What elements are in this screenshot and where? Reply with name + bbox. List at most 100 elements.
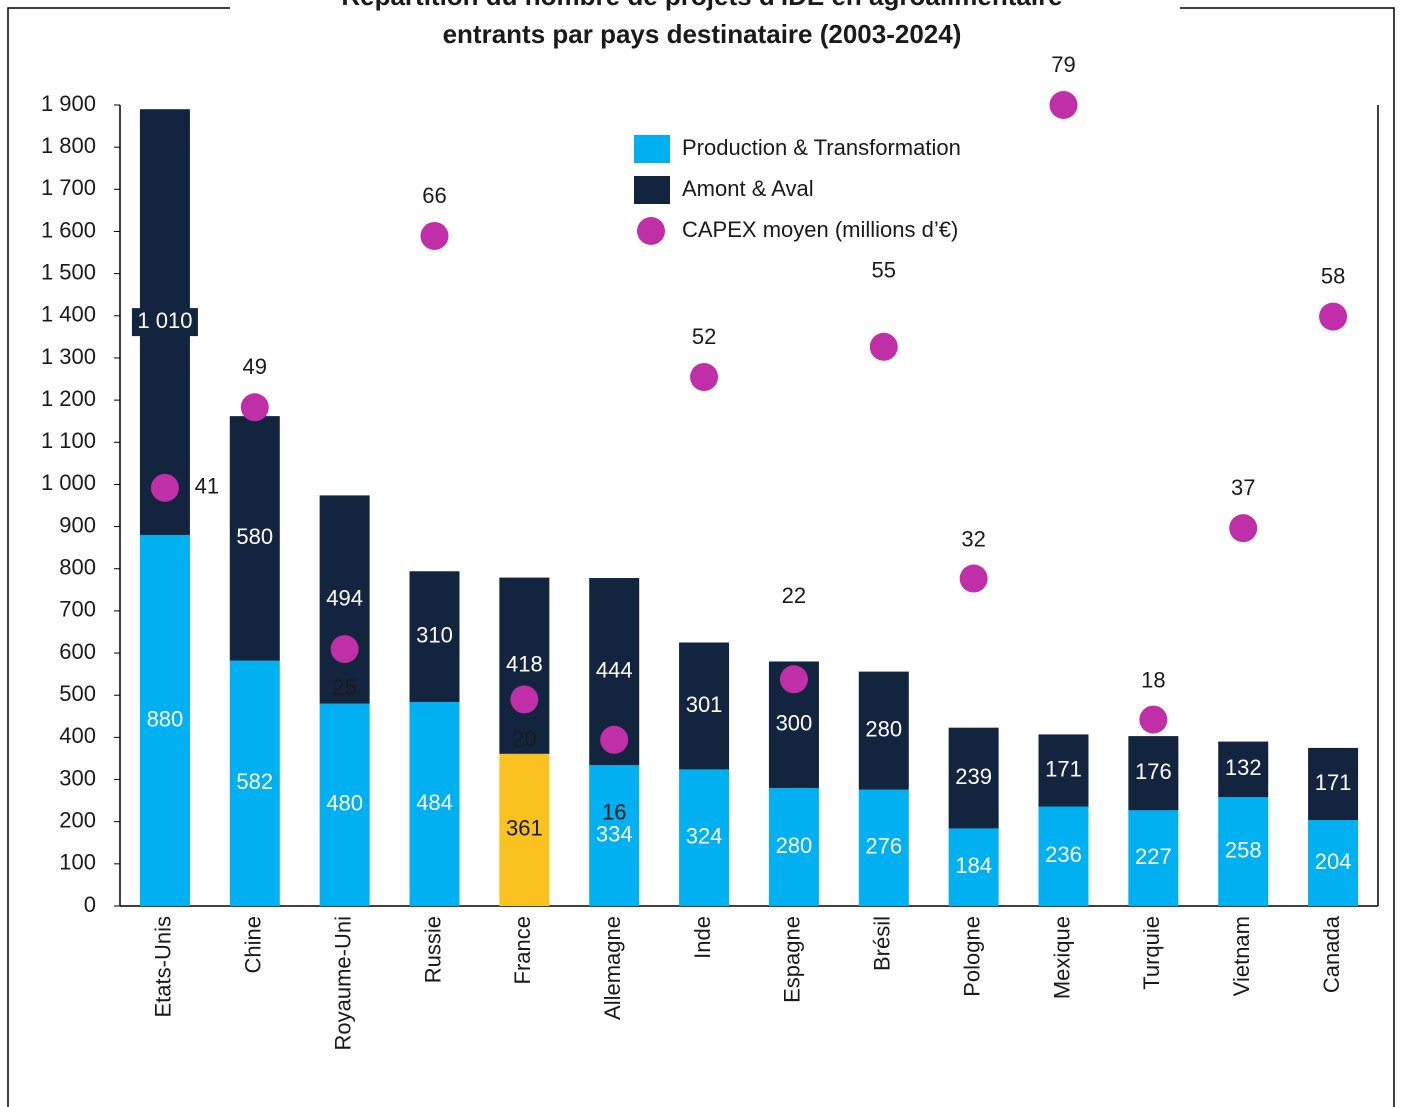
y-tick-label: 1 000 (41, 470, 96, 495)
capex-label: 66 (422, 183, 446, 208)
x-tick-label: Mexique (1049, 916, 1074, 999)
bar-segment (1038, 734, 1089, 807)
bar-label: 204 (1315, 849, 1352, 874)
bar-label: 444 (596, 657, 633, 682)
bar-segment (229, 660, 280, 906)
bar-segment (139, 535, 190, 906)
bar-segment (1128, 736, 1179, 811)
x-tick-label: Etats-Unis (151, 916, 176, 1017)
bar-label: 300 (776, 711, 813, 736)
bar-label: 480 (326, 791, 363, 816)
bar-label: 280 (776, 833, 813, 858)
x-tick-label: Turquie (1139, 916, 1164, 990)
capex-dot (690, 363, 719, 392)
capex-dot (1229, 514, 1258, 543)
capex-label: 32 (961, 526, 985, 551)
y-tick-label: 0 (84, 892, 96, 917)
chart-title: entrants par pays destinataire (2003-202… (443, 19, 962, 49)
capex-dot (779, 665, 808, 694)
capex-label: 18 (1141, 667, 1165, 692)
bar-label: 171 (1045, 756, 1082, 781)
y-tick-label: 1 500 (41, 259, 96, 284)
bar-segment (409, 701, 460, 906)
x-tick-label: Espagne (780, 916, 805, 1003)
bar-label: 484 (416, 790, 453, 815)
bar-label: 258 (1225, 837, 1262, 862)
x-tick-label: Russie (420, 916, 445, 983)
bar-segment (1038, 806, 1089, 906)
bar-label: 310 (416, 622, 453, 647)
bar-label: 239 (955, 764, 992, 789)
capex-dot (240, 393, 269, 422)
capex-dot (150, 473, 179, 502)
bar-label: 236 (1045, 842, 1082, 867)
bar-segment (1218, 741, 1269, 798)
y-tick-label: 1 400 (41, 302, 96, 327)
capex-dot (510, 685, 539, 714)
bar-label: 361 (506, 816, 543, 841)
bar-segment (589, 765, 640, 906)
y-tick-label: 500 (59, 681, 96, 706)
x-tick-label: Allemagne (600, 916, 625, 1020)
y-tick-label: 100 (59, 850, 96, 875)
bar-label: 1 010 (137, 308, 192, 333)
bar-label: 301 (686, 692, 723, 717)
bar-segment (1308, 819, 1359, 906)
x-tick-label: France (510, 916, 535, 984)
y-tick-label: 1 800 (41, 133, 96, 158)
x-tick-label: Royaume-Uni (330, 916, 355, 1051)
legend-label: CAPEX moyen (millions d’€) (682, 217, 958, 242)
x-tick-label: Chine (241, 916, 266, 973)
bar-segment (679, 642, 730, 770)
y-tick-label: 1 600 (41, 217, 96, 242)
y-tick-label: 800 (59, 555, 96, 580)
legend-label: Production & Transformation (682, 135, 961, 160)
bar-label: 176 (1135, 759, 1172, 784)
capex-label: 55 (872, 258, 896, 283)
bar-label: 418 (506, 652, 543, 677)
capex-label: 41 (195, 474, 219, 499)
capex-label: 22 (782, 583, 806, 608)
capex-dot (420, 221, 449, 250)
legend-swatch (634, 176, 670, 204)
y-tick-label: 200 (59, 807, 96, 832)
bar-segment (499, 577, 550, 754)
bar-label: 280 (865, 716, 902, 741)
bar-segment (948, 727, 999, 829)
bar-label: 334 (596, 821, 633, 846)
y-tick-label: 900 (59, 512, 96, 537)
bar-segment (1128, 810, 1179, 906)
bar-segment (319, 703, 370, 906)
y-tick-label: 1 700 (41, 175, 96, 200)
legend-swatch (634, 135, 670, 163)
capex-label: 20 (512, 726, 536, 751)
x-tick-label: Pologne (959, 916, 984, 997)
capex-label: 16 (602, 800, 626, 825)
bar-label: 171 (1315, 770, 1352, 795)
bar-label: 582 (236, 769, 273, 794)
bar-label: 580 (236, 524, 273, 549)
capex-label: 58 (1321, 263, 1345, 288)
bar-segment (1308, 747, 1359, 820)
bar-segment (229, 416, 280, 661)
bar-label: 227 (1135, 844, 1172, 869)
y-tick-label: 400 (59, 723, 96, 748)
bar-label: 324 (686, 824, 723, 849)
bar-label: 132 (1225, 755, 1262, 780)
capex-label: 49 (243, 354, 267, 379)
y-tick-label: 300 (59, 765, 96, 790)
bar-segment (1218, 797, 1269, 906)
x-tick-label: Canada (1319, 915, 1344, 993)
y-tick-label: 1 300 (41, 344, 96, 369)
capex-dot (330, 635, 359, 664)
bar-segment (679, 769, 730, 906)
title-background (230, 0, 1180, 60)
label-box (131, 308, 198, 337)
capex-label: 25 (332, 675, 356, 700)
bar-segment (768, 787, 819, 906)
legend-swatch (637, 217, 665, 245)
bar-segment (409, 571, 460, 702)
capex-label: 37 (1231, 475, 1255, 500)
capex-label: 79 (1051, 52, 1075, 77)
